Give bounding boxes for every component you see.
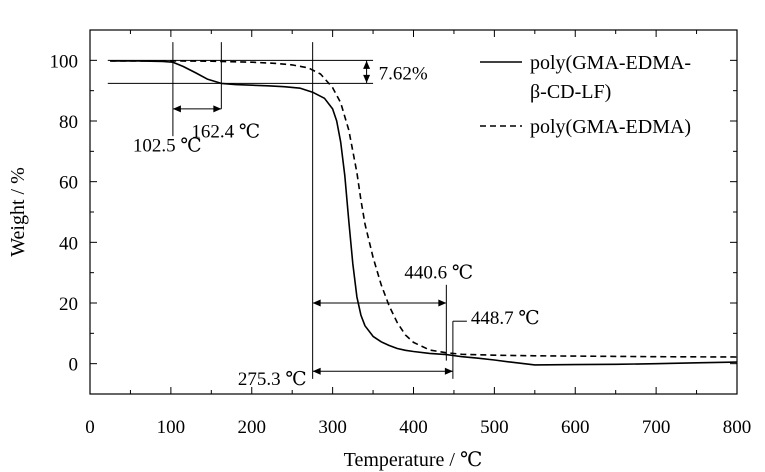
legend-label-2: poly(GMA-EDMA) [530,116,691,138]
series-line-1 [110,60,738,366]
legend-label-1: poly(GMA-EDMA- [530,52,691,74]
x-tick-label: 600 [561,417,590,438]
x-tick-label: 0 [85,417,95,438]
tick-labels: 0 100 200 300 400 500 600 700 800 0 20 40 60 80 100 [50,51,752,438]
label-448-7: 448.7 ℃ [471,308,540,329]
weight-loss-arrow-down [363,74,371,83]
x-tick-label: 300 [318,417,347,438]
axis-ticks [89,29,738,395]
arrow-275-448-left [312,367,321,375]
y-tick-label: 100 [50,51,79,72]
x-tick-label: 800 [723,417,752,438]
x-tick-label: 700 [642,417,671,438]
weight-loss-arrow-up [363,60,371,69]
legend-label-1-cont: β-CD-LF) [530,81,611,103]
y-tick-label: 40 [59,233,78,254]
weight-loss-label: 7.62% [379,63,428,84]
x-tick-label: 500 [480,417,509,438]
series-line-2 [110,60,738,358]
x-tick-label: 400 [399,417,428,438]
series-group [110,60,738,366]
arrow-102-162-left [172,105,181,113]
label-275-3: 275.3 ℃ [238,369,307,390]
y-tick-label: 80 [59,112,78,133]
x-tick-label: 100 [157,417,186,438]
y-tick-label: 20 [59,294,78,315]
label-102-5: 102.5 ℃ [133,135,202,156]
x-axis-title: Temperature / ℃ [344,449,483,471]
arrow-275-440-left [312,299,321,307]
legend: poly(GMA-EDMA-β-CD-LF) poly(GMA-EDMA) [480,52,691,138]
y-tick-label: 0 [69,355,79,376]
plot-frame [89,29,738,395]
label-162-4: 162.4 ℃ [191,122,260,143]
y-tick-label: 60 [59,173,78,194]
label-440-6: 440.6 ℃ [404,263,473,284]
arrow-102-162-right [213,105,222,113]
y-axis-title: Weight / % [7,167,29,256]
arrow-275-448-right [444,367,453,375]
x-tick-label: 200 [238,417,267,438]
arrow-275-440-right [438,299,447,307]
